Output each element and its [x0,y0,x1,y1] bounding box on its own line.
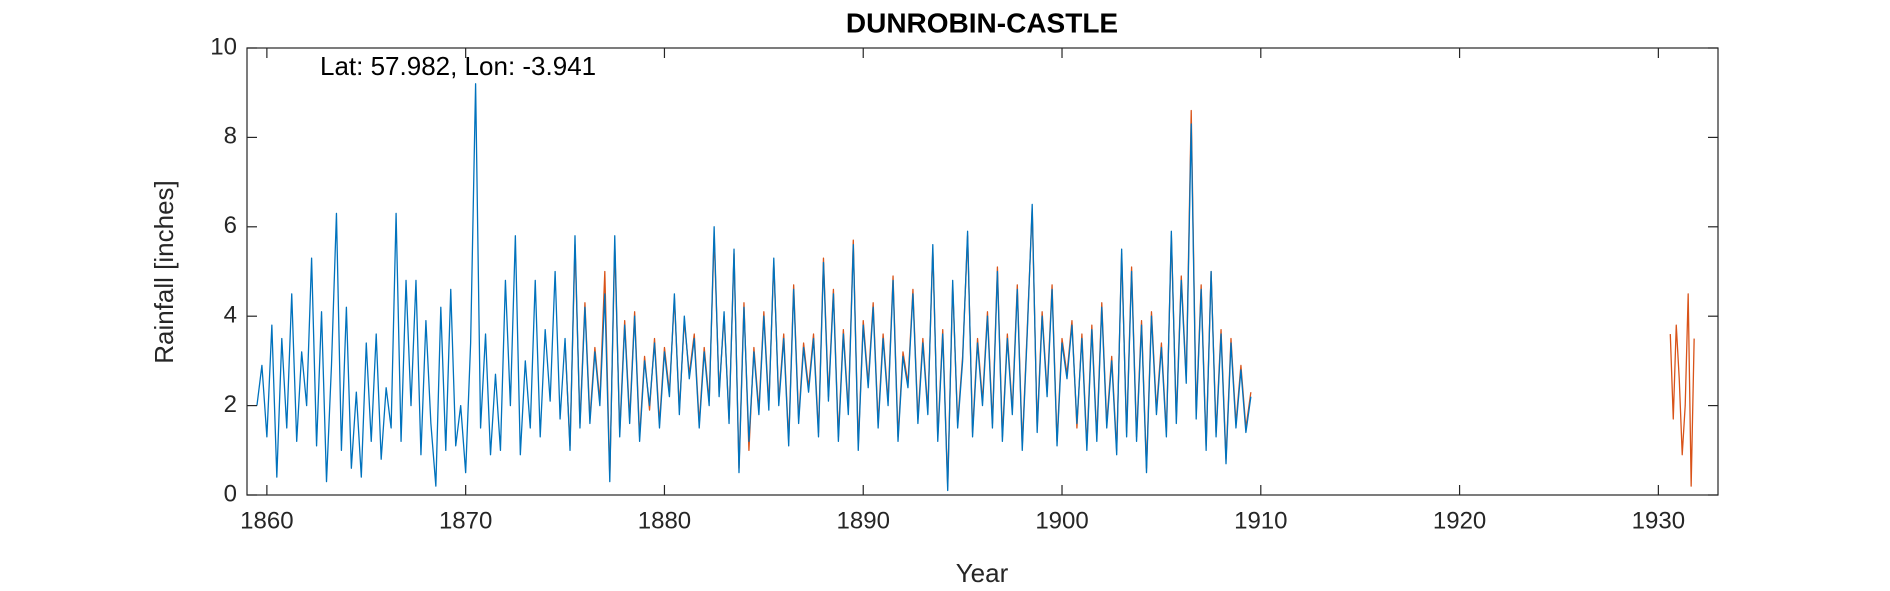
x-axis-label: Year [956,558,1009,588]
rainfall-line [1669,293,1695,487]
axes-box [246,47,1719,496]
y-tick-label: 0 [224,480,237,507]
rainfall-line [256,83,1252,492]
y-axis-label: Rainfall [inches] [149,180,179,364]
y-tick-label: 10 [210,33,237,60]
x-tick-label: 1900 [1035,507,1088,534]
x-tick-label: 1920 [1433,507,1486,534]
x-tick-label: 1870 [439,507,492,534]
x-tick-label: 1880 [638,507,691,534]
y-tick-label: 4 [224,302,237,329]
x-tick-label: 1910 [1234,507,1287,534]
annotation: Lat: 57.982, Lon: -3.941 [320,51,596,81]
y-tick-label: 6 [224,212,237,239]
chart-title: DUNROBIN-CASTLE [846,7,1118,38]
x-tick-label: 1890 [837,507,890,534]
plot-lines [256,83,1695,492]
x-tick-label: 1930 [1632,507,1685,534]
y-tick-label: 8 [224,123,237,150]
y-tick-label: 2 [224,391,237,418]
x-tick-label: 1860 [240,507,293,534]
